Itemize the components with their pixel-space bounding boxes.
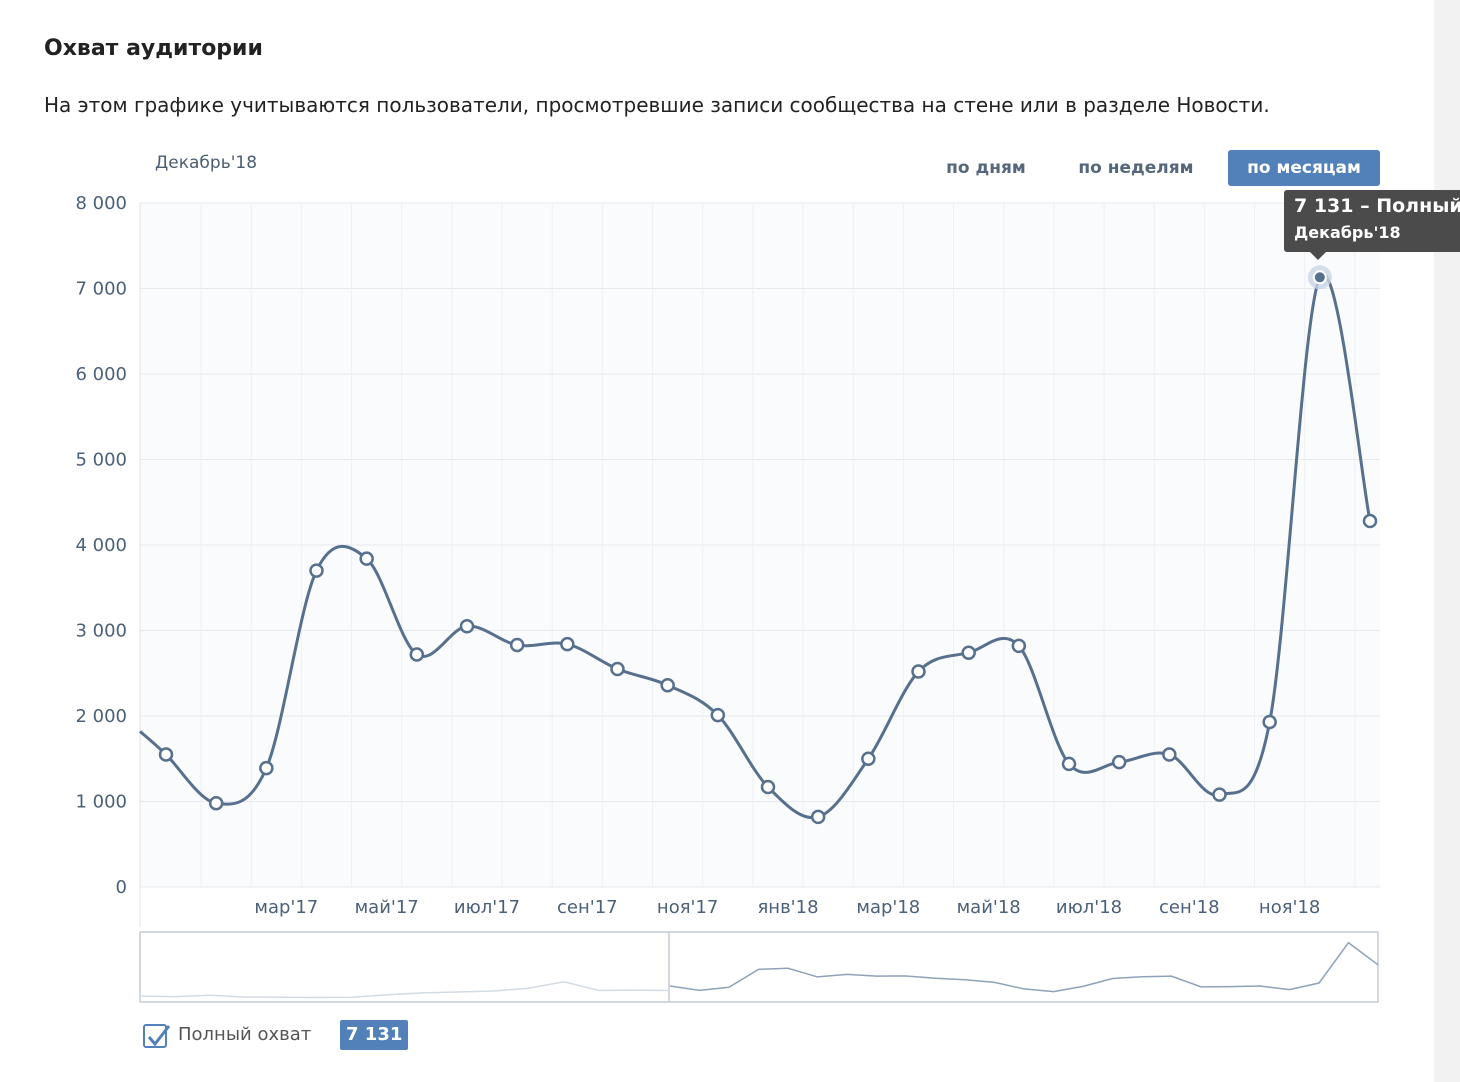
data-point[interactable] [861,751,876,766]
range-navigator [139,931,1379,1003]
legend-checkbox[interactable] [143,1024,171,1048]
chart-grid [139,202,1380,927]
tooltip-date: Декабрь'18 [1294,223,1401,242]
x-tick-label: июл'17 [454,897,520,918]
data-point[interactable] [560,636,575,652]
x-tick-label: июл'18 [1056,897,1122,918]
data-point[interactable] [760,779,776,795]
tooltip-value: 7 131 – Полный [1294,195,1460,217]
data-point[interactable] [1011,638,1027,654]
data-point[interactable] [660,677,675,693]
x-tick-label: ноя'17 [657,897,718,918]
data-point[interactable] [710,707,726,723]
data-point[interactable] [509,637,525,653]
data-point[interactable] [1362,513,1378,529]
y-tick-label: 6 000 [75,364,127,385]
data-point[interactable] [1212,787,1227,802]
checkmark-icon [147,1025,171,1047]
data-point[interactable] [610,661,625,677]
y-tick-label: 8 000 [75,193,127,214]
legend-label: Полный охват [178,1024,312,1045]
x-axis: мар'17 май'17 июл'17 сен'17 ноя'17 янв'18 мар'… [254,897,1320,918]
data-point[interactable] [1061,756,1077,772]
y-tick-label: 4 000 [75,535,127,556]
x-tick-label: май'18 [957,897,1021,918]
x-tick-label: мар'17 [254,897,318,918]
series-points [158,265,1378,825]
section-description: На этом графике учитываются пользователи… [44,93,1270,117]
navigator-frame[interactable] [139,931,1379,1003]
data-point[interactable] [961,645,976,660]
x-tick-label: сен'18 [1159,897,1220,918]
data-point[interactable] [459,618,475,634]
tab-by-days[interactable]: по дням [946,158,1026,178]
legend-value-badge: 7 131 [340,1020,409,1050]
y-tick-label: 7 000 [75,279,127,300]
navigator-series-line [669,941,1379,993]
data-point[interactable] [810,809,826,825]
data-point[interactable] [208,795,224,811]
reach-chart[interactable]: 0 1 000 2 000 3 000 4 000 5 000 6 000 7 000 8 00… [0,0,1434,1010]
period-label: Декабрь'18 [155,153,258,173]
data-point[interactable] [359,551,374,566]
data-point[interactable] [158,747,174,762]
y-tick-label: 0 [116,877,127,898]
tab-by-months[interactable]: по месяцам [1228,150,1380,186]
section-title: Охват аудитории [44,36,263,61]
navigator-history-line [139,980,671,999]
page-scrollbar[interactable] [1434,0,1460,1082]
series-line-path [139,272,1372,820]
data-point[interactable] [409,647,425,662]
series-line [139,272,1372,820]
y-axis: 0 1 000 2 000 3 000 4 000 5 000 6 000 7 000 8 00… [75,193,127,898]
tooltip-arrow [1310,252,1326,260]
x-tick-label: сен'17 [557,897,618,918]
x-tick-label: май'17 [355,897,419,918]
chart-tooltip: 7 131 – Полный Декабрь'18 [1284,190,1460,252]
data-point[interactable] [1162,747,1177,762]
data-point[interactable] [911,664,926,679]
data-point[interactable] [1111,754,1127,770]
y-tick-label: 2 000 [75,706,127,727]
tab-by-weeks[interactable]: по неделям [1078,158,1194,178]
x-tick-label: ноя'18 [1259,897,1320,918]
y-tick-label: 3 000 [75,621,127,642]
y-tick-label: 5 000 [75,450,127,471]
data-point[interactable] [259,760,274,776]
x-tick-label: мар'18 [856,897,920,918]
data-point[interactable] [1262,714,1277,730]
data-point[interactable] [309,563,324,578]
y-tick-label: 1 000 [75,792,127,813]
data-point-highlighted[interactable] [1312,270,1327,285]
x-tick-label: янв'18 [757,897,818,918]
